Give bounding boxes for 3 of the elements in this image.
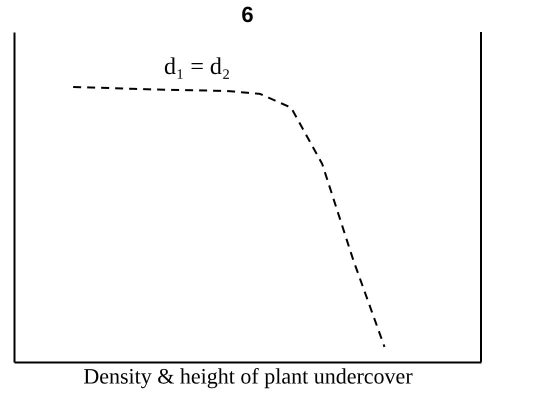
text: d₁ = d₂ [164, 54, 230, 80]
x-axis-title: Density & height of plant undercover [83, 364, 414, 388]
chart-title: 6 [241, 2, 254, 27]
